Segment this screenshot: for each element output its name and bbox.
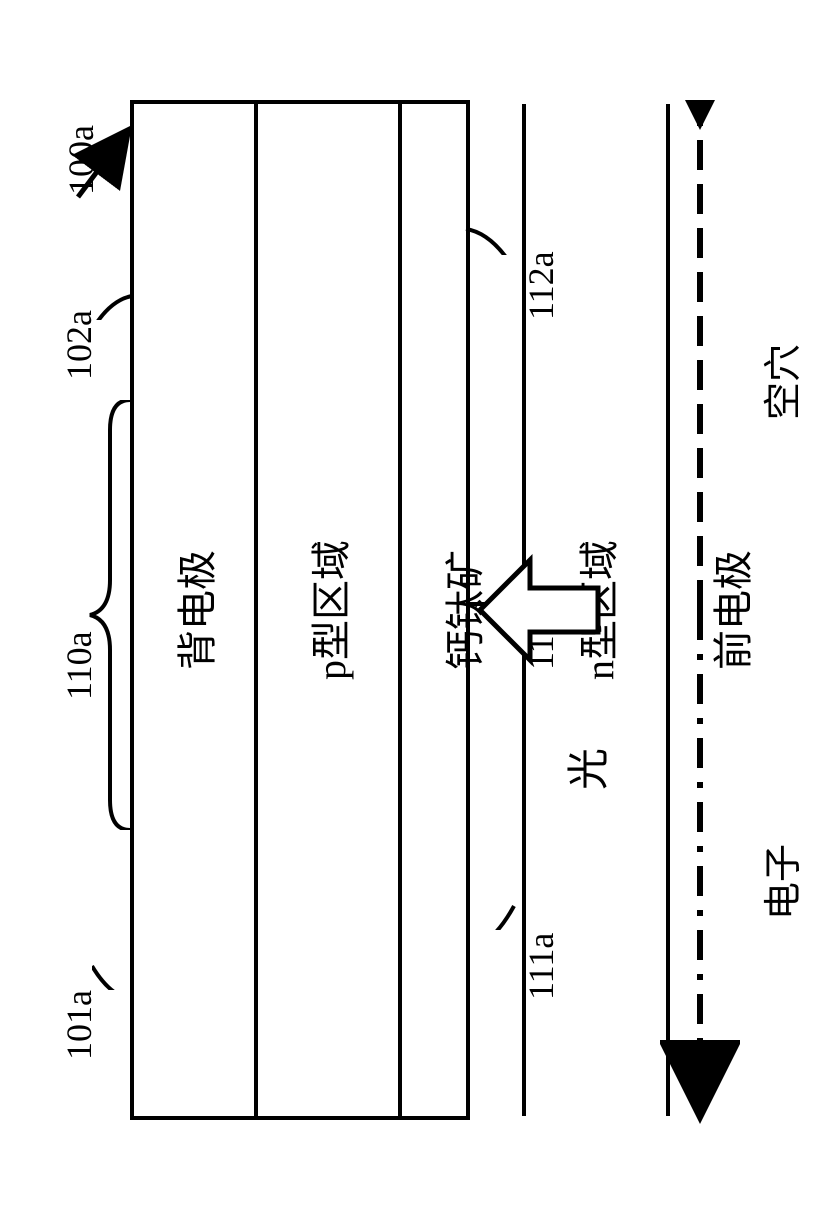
legend-electron-label: 电子 [752,844,807,920]
ref-102a-label: 102a [58,310,100,380]
device-stack: 背电极 p型区域 钙钛矿 n型区域 前电极 [130,100,470,1120]
layer-back-electrode-label: 背电极 [165,550,223,670]
ref-112a-lead [462,225,522,255]
layer-back-electrode: 背电极 [134,104,258,1116]
legend-hole-label: 空穴 [752,344,807,420]
layer-p-region: p型区域 [258,104,402,1116]
legend-hole-arrow [660,100,740,620]
bracket-110a [86,400,136,830]
layer-p-region-label: p型区域 [299,540,357,680]
ref-111a-lead [462,900,522,930]
light-arrow [470,540,610,680]
light-label: 光 [555,748,616,790]
ref-111a-label: 111a [520,933,562,1000]
ref-112a-label: 112a [520,251,562,320]
legend-electron-arrow [660,600,740,1130]
diagram-canvas: 100a 102a 110a 101a 背电极 p型区域 钙钛矿 n型区域 [0,0,821,1222]
ref-101a-label: 101a [58,990,100,1060]
